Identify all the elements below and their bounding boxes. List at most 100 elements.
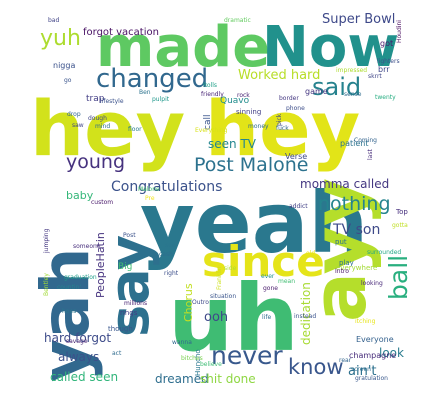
word: changed xyxy=(96,64,208,94)
word: said xyxy=(312,73,361,101)
word: shit done xyxy=(200,372,256,386)
word: sinning xyxy=(236,108,261,116)
word: Rolls xyxy=(203,82,217,89)
word: graduation xyxy=(64,274,97,281)
word: say xyxy=(98,235,161,337)
word: wanna xyxy=(172,339,192,346)
word: hard forgot xyxy=(44,331,111,345)
word: phone xyxy=(286,105,305,112)
word: made xyxy=(96,15,270,80)
word: skrrt xyxy=(368,73,382,80)
word: brr xyxy=(378,65,390,74)
word: rear xyxy=(339,357,352,364)
word: situation xyxy=(210,293,236,300)
word: Post Malone xyxy=(194,154,308,176)
word: mean xyxy=(278,278,295,285)
word: floor xyxy=(128,126,142,133)
word: Everyone xyxy=(356,335,394,344)
word: call xyxy=(203,115,213,130)
word: Coming xyxy=(354,137,377,144)
word: ooh xyxy=(204,310,228,325)
word: bitches xyxy=(181,355,203,362)
word: countin' xyxy=(57,284,81,291)
word: last xyxy=(367,149,374,160)
word: young xyxy=(66,151,125,173)
word: never xyxy=(211,341,283,370)
word: twenty xyxy=(375,94,396,101)
word: called seen xyxy=(50,370,118,384)
word: Outro xyxy=(192,299,209,306)
word: screen xyxy=(351,366,371,373)
word: Congratulations xyxy=(111,179,222,195)
word: Malone xyxy=(138,186,160,193)
word: savage xyxy=(66,338,88,345)
word: bad xyxy=(48,17,59,24)
word: nothing xyxy=(318,193,391,215)
word: pick xyxy=(276,113,283,126)
word: yuh xyxy=(40,26,81,51)
word: surrounded xyxy=(367,249,401,256)
word: millions xyxy=(124,300,147,307)
word: yah xyxy=(27,247,104,382)
word: put xyxy=(335,238,347,246)
word: ayy xyxy=(297,178,383,322)
word: momma called xyxy=(300,177,389,191)
word: forgot vacation xyxy=(83,27,159,38)
word: saw xyxy=(72,122,84,129)
word: sense xyxy=(344,91,362,98)
word: someone xyxy=(73,243,101,250)
word: Pre xyxy=(145,195,155,202)
word: nigga xyxy=(53,61,75,70)
word: patient xyxy=(340,139,368,148)
word: right xyxy=(164,270,179,277)
word: side xyxy=(224,265,237,272)
word: go xyxy=(64,77,72,84)
word: see xyxy=(165,242,176,249)
word: act xyxy=(112,350,122,357)
word: drop xyxy=(67,111,81,118)
word: dedication xyxy=(299,282,313,345)
word: TV son xyxy=(332,222,380,238)
word: lifestyle xyxy=(100,98,124,105)
word: PeopleHatin xyxy=(94,232,107,298)
word: though xyxy=(108,325,133,333)
word: impressed xyxy=(336,67,367,74)
word: mind xyxy=(95,123,110,130)
word: Post xyxy=(123,232,136,239)
word: gratulation xyxy=(355,375,388,382)
word: old xyxy=(306,250,315,257)
word: hoes xyxy=(62,308,76,315)
word: dreamed xyxy=(155,372,209,386)
word: border xyxy=(279,95,299,102)
word: everywhere xyxy=(336,264,377,272)
word: believe xyxy=(200,361,222,368)
word: got xyxy=(380,39,393,48)
word: rock xyxy=(237,92,250,99)
word: gotta xyxy=(392,222,408,229)
word: itching xyxy=(355,318,376,325)
word: lighters xyxy=(377,58,400,65)
word: champagne xyxy=(349,351,396,360)
word: Everything xyxy=(195,127,228,134)
word: Ben xyxy=(139,89,151,96)
word: game xyxy=(305,87,328,96)
word: looking xyxy=(361,280,383,287)
word: fuck xyxy=(276,125,289,132)
word: addict xyxy=(289,203,308,210)
word: jumping xyxy=(43,228,50,254)
word: Top xyxy=(395,208,408,216)
word: dramatic xyxy=(224,17,251,24)
word: hey xyxy=(30,84,185,173)
word: seen TV xyxy=(208,137,257,151)
word: always xyxy=(58,350,99,364)
word: dough xyxy=(88,115,107,122)
word: baby xyxy=(66,189,94,202)
word: ain't xyxy=(348,364,377,379)
word: cash xyxy=(159,251,173,258)
word: Verse xyxy=(285,152,307,161)
word: Houdini xyxy=(396,20,403,43)
word: ball xyxy=(384,255,413,300)
word: know xyxy=(288,355,344,379)
